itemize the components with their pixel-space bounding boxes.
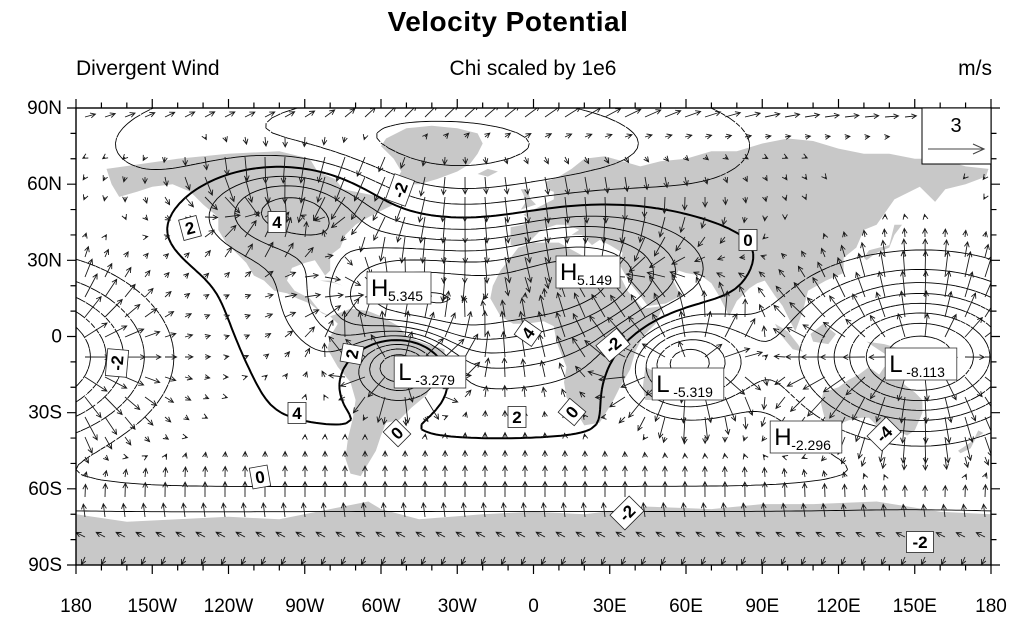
- contour-label-box: [557, 397, 587, 427]
- extremum-label-l: L -5.319: [651, 367, 725, 401]
- y-tick-label: 30S: [28, 403, 62, 424]
- contour-label: -2: [906, 531, 934, 553]
- extremum-box: [884, 347, 958, 381]
- y-tick-label: 60N: [27, 174, 62, 195]
- contour-label: 4: [287, 402, 307, 424]
- contour-label-text: 2: [342, 348, 362, 361]
- contour-label-box: [339, 342, 365, 366]
- extremum-label-h: H -2.296: [769, 420, 843, 454]
- extremum-letter: H: [774, 424, 791, 451]
- contour-label-box: [287, 402, 307, 424]
- extremum-box: [769, 420, 843, 454]
- contour-label-text: 0: [743, 231, 752, 250]
- contour-label: 2: [178, 215, 202, 241]
- contour-label: 0: [248, 464, 272, 490]
- reference-vector-arrow: [928, 143, 986, 155]
- contour-label: 2: [507, 406, 527, 428]
- contour-label: -2: [104, 348, 130, 378]
- extremum-box: [366, 271, 432, 305]
- contour-label-text: 4: [292, 404, 302, 423]
- divergent-wind-vectors: [76, 108, 991, 565]
- extremum-value: -8.113: [906, 364, 945, 380]
- x-tick-label: 90E: [745, 596, 779, 617]
- extremum-label-h: H 5.149: [555, 255, 621, 289]
- y-tick-label: 90S: [28, 555, 62, 576]
- x-tick-label: 60W: [361, 596, 400, 617]
- extremum-letter: H: [560, 259, 577, 286]
- x-tick-label: 30W: [438, 596, 477, 617]
- subtitle-center: Chi scaled by 1e6: [449, 57, 617, 80]
- y-tick-label: 30N: [27, 250, 62, 271]
- y-tick-label: 60S: [28, 479, 62, 500]
- y-tick-label: 0: [51, 327, 62, 348]
- x-tick-label: 0: [528, 596, 539, 617]
- extremum-letter: L: [889, 351, 902, 378]
- extremum-box: [651, 367, 725, 401]
- contour-label-box: [906, 531, 934, 553]
- extremum-value: -2.296: [791, 437, 831, 453]
- contour-label: 2: [339, 342, 365, 366]
- contour-label-box: [609, 495, 645, 531]
- contour-label-box: [385, 173, 415, 207]
- contour-label-text: 0: [254, 467, 267, 487]
- extremum-value: 5.345: [388, 288, 423, 304]
- contour-label: 0: [738, 229, 758, 251]
- x-tick-label: 180: [975, 596, 1007, 617]
- x-tick-label: 90W: [285, 596, 324, 617]
- extremum-label-l: L -3.279: [393, 355, 467, 389]
- reference-vector-value: 3: [950, 115, 961, 137]
- contour-label-box: [866, 416, 902, 452]
- contour-label: -2: [595, 327, 631, 363]
- extremum-value: -5.319: [673, 384, 713, 400]
- plot-title: Velocity Potential: [387, 6, 629, 37]
- contour-label-box: [507, 406, 527, 428]
- units-label: m/s: [958, 57, 992, 80]
- contour-label-box: [738, 229, 758, 251]
- x-tick-label: 120E: [816, 596, 860, 617]
- extremum-letter: H: [371, 275, 388, 302]
- contour-label: 4: [513, 319, 543, 347]
- contour-label: 0: [557, 397, 587, 427]
- x-tick-label: 30E: [593, 596, 627, 617]
- contour-label-text: 2: [512, 408, 521, 427]
- contour-label-text: -2: [912, 533, 927, 552]
- x-tick-label: 150E: [893, 596, 937, 617]
- contour-label-box: [513, 319, 543, 347]
- extremum-label-h: H 5.345: [366, 271, 432, 305]
- x-tick-label: 120W: [204, 596, 254, 617]
- contour-label: -2: [385, 173, 415, 207]
- contour-label-box: [382, 418, 412, 448]
- extremum-value: 5.149: [577, 272, 612, 288]
- x-tick-label: 180: [60, 596, 92, 617]
- contour-label: -4: [866, 416, 902, 452]
- y-tick-label: 90N: [27, 98, 62, 119]
- contour-level--7: [865, 322, 974, 391]
- subtitle-left: Divergent Wind: [76, 57, 220, 80]
- contour-label-box: [595, 327, 631, 363]
- contour-label-text: -2: [107, 355, 127, 372]
- land-shading: [76, 125, 991, 565]
- contour-label-box: [104, 348, 130, 378]
- extremum-label-l: L -8.113: [884, 347, 958, 381]
- reference-vector-box: [921, 107, 992, 165]
- contour-label-text: -2: [389, 180, 412, 201]
- extremum-value: -3.279: [415, 372, 455, 388]
- x-tick-label: 150W: [127, 596, 177, 617]
- extremum-box: [393, 355, 467, 389]
- contour-label-box: [248, 464, 272, 490]
- contour-label-box: [267, 211, 287, 233]
- contour-label-box: [178, 215, 202, 241]
- contour-label-text: 4: [272, 213, 282, 232]
- extremum-box: [555, 255, 621, 289]
- contour-label: 4: [267, 211, 287, 233]
- reference-vector: 3: [921, 107, 992, 165]
- extremum-letter: L: [656, 371, 669, 398]
- x-tick-label: 60E: [669, 596, 703, 617]
- extremum-letter: L: [398, 359, 411, 386]
- contour-label: 0: [382, 418, 412, 448]
- axis-ticks: [67, 99, 1000, 574]
